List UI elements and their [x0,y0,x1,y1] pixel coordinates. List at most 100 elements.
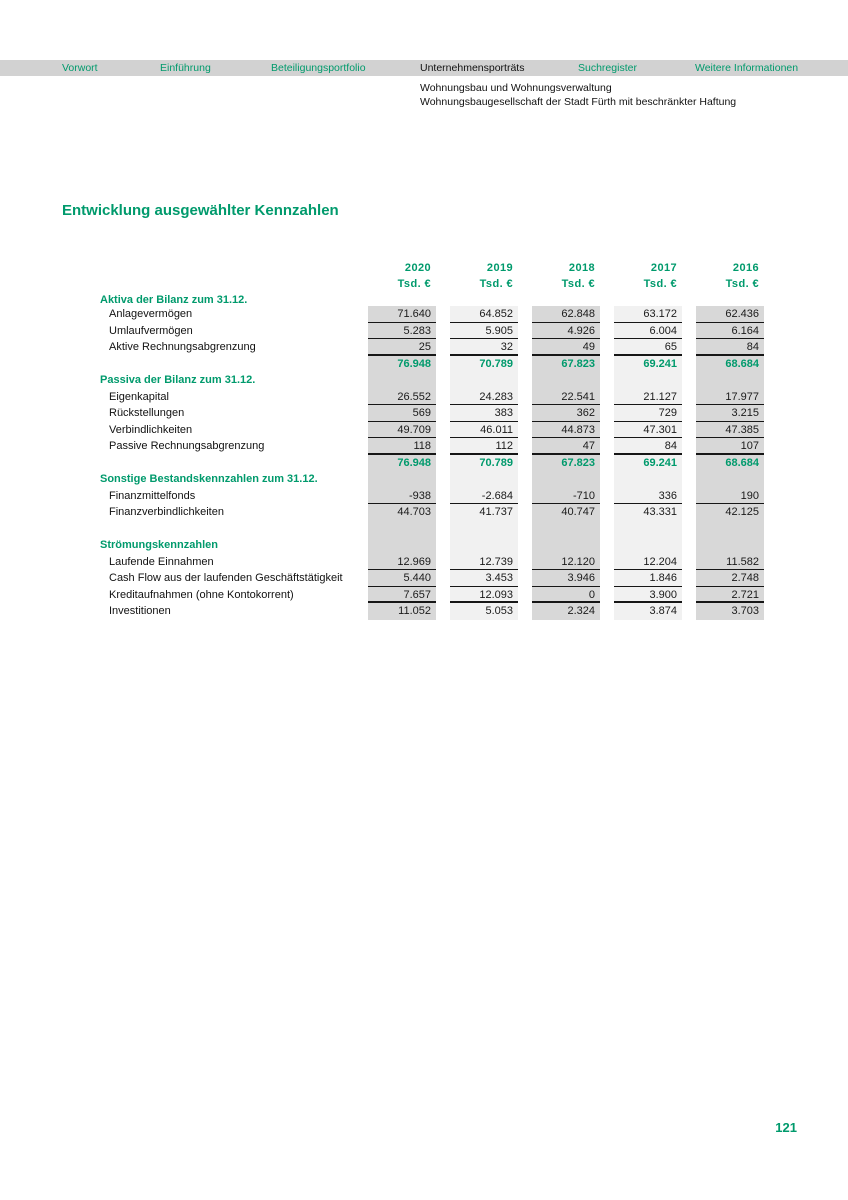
row-label: Verbindlichkeiten [109,423,193,436]
nav-item-vorwort[interactable]: Vorwort [62,62,98,74]
table-row: Kreditaufnahmen (ohne Kontokorrent) 7.657… [100,586,764,603]
section-label: Passiva der Bilanz zum 31.12. [100,374,256,386]
value-cell: 47.385 [696,421,764,438]
value-cell: 12.120 [532,553,600,570]
value-cell [532,537,600,554]
table-body: Aktiva der Bilanz zum 31.12. Anlagevermög… [100,292,764,620]
row-label: Eigenkapital [109,390,169,403]
value-cell [696,520,764,537]
table-row: Cash Flow aus der laufenden Geschäftstät… [100,570,764,587]
row-label: Cash Flow aus der laufenden Geschäftstät… [109,572,343,584]
value-cell: 44.873 [532,421,600,438]
top-nav-bar: Vorwort Einführung Beteiligungsportfolio… [0,60,848,76]
section-header-row: Passiva der Bilanz zum 31.12. [100,372,764,389]
table-row: Umlaufvermögen 5.283 5.905 4.926 6.004 6.164 [100,322,764,339]
value-cell: 47.301 [614,421,682,438]
section-header-row: Aktiva der Bilanz zum 31.12. [100,292,750,306]
value-cell: 43.331 [614,504,682,521]
value-cell: 64.852 [450,306,518,323]
value-cell: 84 [696,339,764,356]
value-cell [368,372,436,389]
value-cell: 569 [368,405,436,422]
value-cell [614,372,682,389]
value-cell: 3.946 [532,570,600,587]
value-cell [450,292,518,306]
value-cell: 12.969 [368,553,436,570]
row-label: Aktive Rechnungsabgrenzung [109,341,256,353]
value-cell: -710 [532,487,600,504]
page-title: Entwicklung ausgewählter Kennzahlen [62,202,339,219]
value-cell: 118 [368,438,436,455]
value-cell: -2.684 [450,487,518,504]
value-cell [368,537,436,554]
value-cell: 84 [614,438,682,455]
table-row: Aktive Rechnungsabgrenzung 25 32 49 65 84 [100,339,764,356]
header-spacer [100,260,354,276]
value-cell: 2.721 [696,586,764,603]
value-cell: 71.640 [368,306,436,323]
value-cell: 32 [450,339,518,356]
chapter-header: Wohnungsbau und Wohnungsverwaltung Wohnu… [420,81,736,109]
table-row: Laufende Einnahmen 12.969 12.739 12.120 12.2… [100,553,764,570]
value-cell: 70.789 [450,355,518,372]
value-cell: 69.241 [614,454,682,471]
nav-item-unternehmensportraets-active[interactable]: Unternehmensporträts [420,62,525,74]
nav-item-weitere-informationen[interactable]: Weitere Informationen [695,62,799,74]
value-cell: 65 [614,339,682,356]
value-cell [696,537,764,554]
unit-col-header: Tsd. € [561,278,595,290]
nav-item-suchregister[interactable]: Suchregister [578,62,637,74]
value-cell [532,372,600,389]
section-label: Strömungskennzahlen [100,539,218,551]
value-cell [696,372,764,389]
value-cell: 41.737 [450,504,518,521]
value-cell: 49.709 [368,421,436,438]
unit-col-header: Tsd. € [397,278,431,290]
value-cell: 69.241 [614,355,682,372]
value-cell: 17.977 [696,388,764,405]
value-cell: 24.283 [450,388,518,405]
table-row: Finanzverbindlichkeiten 44.703 41.737 40.74… [100,504,764,521]
value-cell: 4.926 [532,322,600,339]
spacer-row [100,520,764,538]
value-cell [532,292,600,306]
row-label: Finanzverbindlichkeiten [109,506,224,518]
value-cell: 22.541 [532,388,600,405]
value-cell: 12.204 [614,553,682,570]
row-label: Rückstellungen [109,407,185,419]
year-col-header: 2017 [650,262,677,274]
value-cell: 190 [696,487,764,504]
chapter-line: Wohnungsbau und Wohnungsverwaltung [420,82,612,94]
row-label: Umlaufvermögen [109,324,193,337]
unit-col-header: Tsd. € [479,278,513,290]
value-cell: 42.125 [696,504,764,521]
value-cell: 1.846 [614,570,682,587]
year-col-header: 2020 [404,262,431,274]
value-cell: 11.052 [368,603,436,620]
value-cell: 2.748 [696,570,764,587]
value-cell: 12.739 [450,553,518,570]
value-cell: 729 [614,405,682,422]
row-label: Laufende Einnahmen [109,555,214,568]
nav-item-einfuehrung[interactable]: Einführung [160,62,211,74]
table-row: Finanzmittelfonds -938 -2.684 -710 336 190 [100,487,764,504]
value-cell: 3.703 [696,603,764,620]
value-cell [614,537,682,554]
value-cell: 63.172 [614,306,682,323]
table-row: Investitionen 11.052 5.053 2.324 3.874 3.703 [100,603,764,620]
value-cell: 68.684 [696,355,764,372]
row-label [100,455,354,472]
value-cell: 46.011 [450,421,518,438]
value-cell [532,471,600,488]
value-cell [450,372,518,389]
value-cell: 5.283 [368,322,436,339]
section-header-row: Sonstige Bestandskennzahlen zum 31.12. [100,471,764,488]
value-cell: 112 [450,438,518,455]
row-label [100,521,354,538]
value-cell: 5.905 [450,322,518,339]
row-label: Passive Rechnungsabgrenzung [109,440,265,452]
value-cell: 7.657 [368,586,436,603]
nav-item-beteiligungsportfolio[interactable]: Beteiligungsportfolio [271,62,366,74]
section-label: Aktiva der Bilanz zum 31.12. [100,294,248,306]
value-cell: 11.582 [696,553,764,570]
